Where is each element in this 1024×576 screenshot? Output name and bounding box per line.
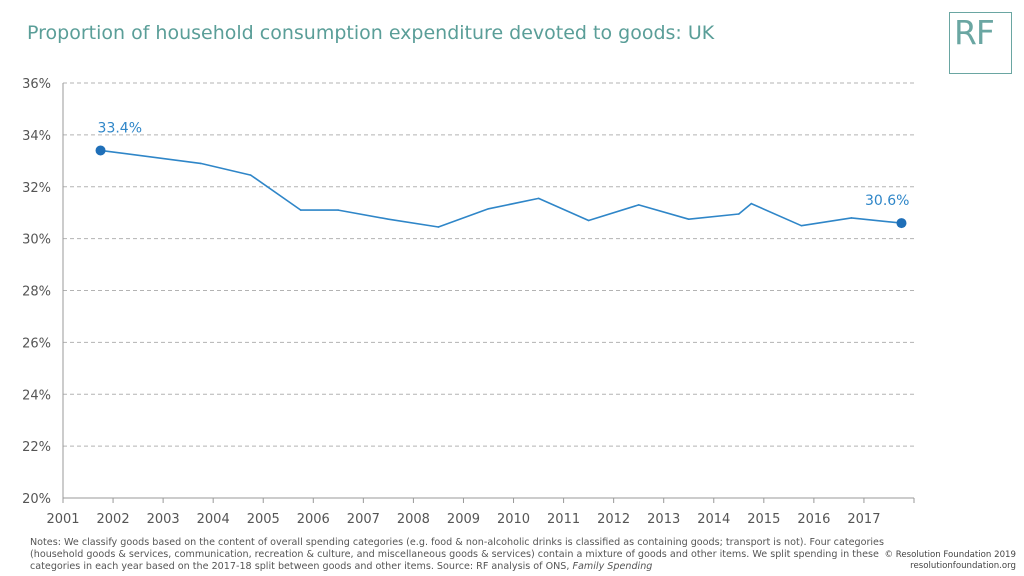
data-point [851,217,853,219]
data-point [438,226,440,228]
data-point [388,218,390,220]
data-point [638,204,640,206]
x-tick-label: 2016 [797,512,830,527]
data-point [688,218,690,220]
y-tick-label: 34% [22,129,51,144]
y-tick-label: 24% [22,388,51,403]
highlight-marker [96,145,106,155]
copyright-line: © Resolution Foundation 2019 [884,550,1016,561]
x-tick-label: 2005 [247,512,280,527]
data-point [751,203,753,205]
x-tick-label: 2010 [497,512,530,527]
data-point [538,198,540,200]
chart-notes: Notes: We classify goods based on the co… [30,537,930,573]
data-point [300,209,302,211]
gridlines [63,83,914,446]
data-point [801,225,803,227]
y-tick-label: 36% [22,77,51,92]
y-tick-label: 28% [22,285,51,300]
y-tick-label: 30% [22,233,51,248]
notes-source: Family Spending [573,561,653,572]
labels: 33.4% 30.6% [98,120,910,209]
x-tick-label: 2011 [547,512,580,527]
highlight-marker [896,218,906,228]
x-tick-label: 2002 [97,512,130,527]
data-point [588,220,590,222]
y-tick-label: 22% [22,440,51,455]
y-tick-label: 20% [22,492,51,507]
x-tick-label: 2009 [447,512,480,527]
copyright: © Resolution Foundation 2019 resolutionf… [884,550,1016,572]
x-tick-label: 2001 [46,512,79,527]
series-line [101,150,902,227]
data-point [338,209,340,211]
data-point [200,163,202,165]
x-tick-label: 2015 [747,512,780,527]
x-tick-label: 2012 [597,512,630,527]
x-tick-label: 2013 [647,512,680,527]
y-tick-label: 26% [22,336,51,351]
x-tick-label: 2007 [347,512,380,527]
x-tick-label: 2008 [397,512,430,527]
axes: 20% 22% 24% 26% 28% 30% 32% 34% 36% 2001 2002 2003 2… [22,77,914,527]
data-point [250,174,252,176]
x-tick-label: 2006 [297,512,330,527]
x-tick-label: 2014 [697,512,730,527]
data-point [738,213,740,215]
x-tick-label: 2003 [147,512,180,527]
data-label: 33.4% [98,120,142,136]
data-point [488,208,490,210]
x-tick-label: 2004 [197,512,230,527]
data-label: 30.6% [865,193,909,209]
website-line: resolutionfoundation.org [884,561,1016,572]
line-chart: 20% 22% 24% 26% 28% 30% 32% 34% 36% 2001 2002 2003 2… [0,0,1024,576]
x-tick-label: 2017 [847,512,880,527]
y-tick-label: 32% [22,181,51,196]
notes-text: Notes: We classify goods based on the co… [30,537,884,572]
